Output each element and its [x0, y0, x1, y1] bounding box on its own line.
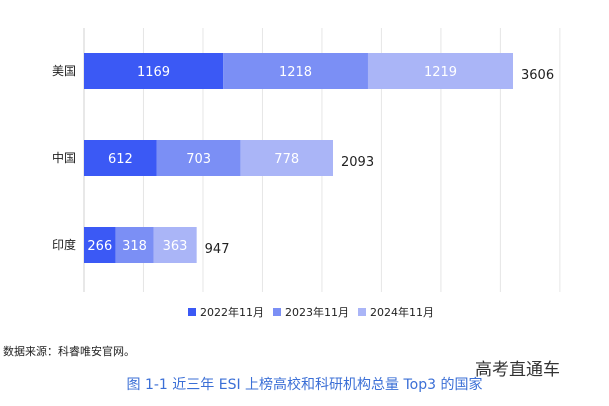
bar-value-label: 703: [186, 152, 211, 167]
legend-label: 2022年11月: [200, 305, 264, 319]
bar-value-label: 266: [87, 239, 112, 254]
category-label: 印度: [52, 237, 76, 252]
total-label: 947: [205, 242, 230, 257]
bar-segment: [84, 53, 224, 89]
legend: 2022年11月 2023年11月 2024年11月: [188, 305, 434, 319]
legend-label: 2024年11月: [370, 305, 434, 319]
bar-segment: [240, 140, 334, 176]
bar-segment: [84, 140, 157, 176]
legend-label: 2023年11月: [285, 305, 349, 319]
source-note: 数据来源：科睿唯安官网。: [3, 345, 135, 358]
legend-swatch: [358, 308, 366, 316]
labels: 美国 1169 1218 1219 3606 中国 612 703 778 2093 印度 266 31…: [52, 64, 554, 257]
bar-value-label: 1218: [279, 65, 312, 80]
bar-value-label: 778: [274, 152, 299, 167]
category-label: 美国: [52, 64, 76, 78]
bar-segment: [156, 140, 241, 176]
bars: [84, 53, 513, 263]
bar-segment: [115, 227, 154, 263]
brand-text: 高考直通车: [475, 360, 560, 380]
bar-value-label: 1169: [137, 65, 170, 80]
total-label: 3606: [521, 68, 554, 83]
figure-caption: 图 1-1 近三年 ESI 上榜高校和科研机构总量 Top3 的国家: [126, 377, 483, 393]
bar-segment: [84, 227, 116, 263]
bar-value-label: 612: [108, 152, 133, 167]
category-label: 中国: [52, 150, 76, 165]
bar-segment: [153, 227, 197, 263]
bar-value-label: 318: [122, 239, 147, 254]
legend-swatch: [188, 308, 196, 316]
legend-swatch: [273, 308, 281, 316]
bar-segment: [367, 53, 513, 89]
total-label: 2093: [341, 155, 374, 170]
bar-value-label: 363: [163, 239, 188, 254]
bar-segment: [223, 53, 368, 89]
bar-value-label: 1219: [424, 65, 457, 80]
